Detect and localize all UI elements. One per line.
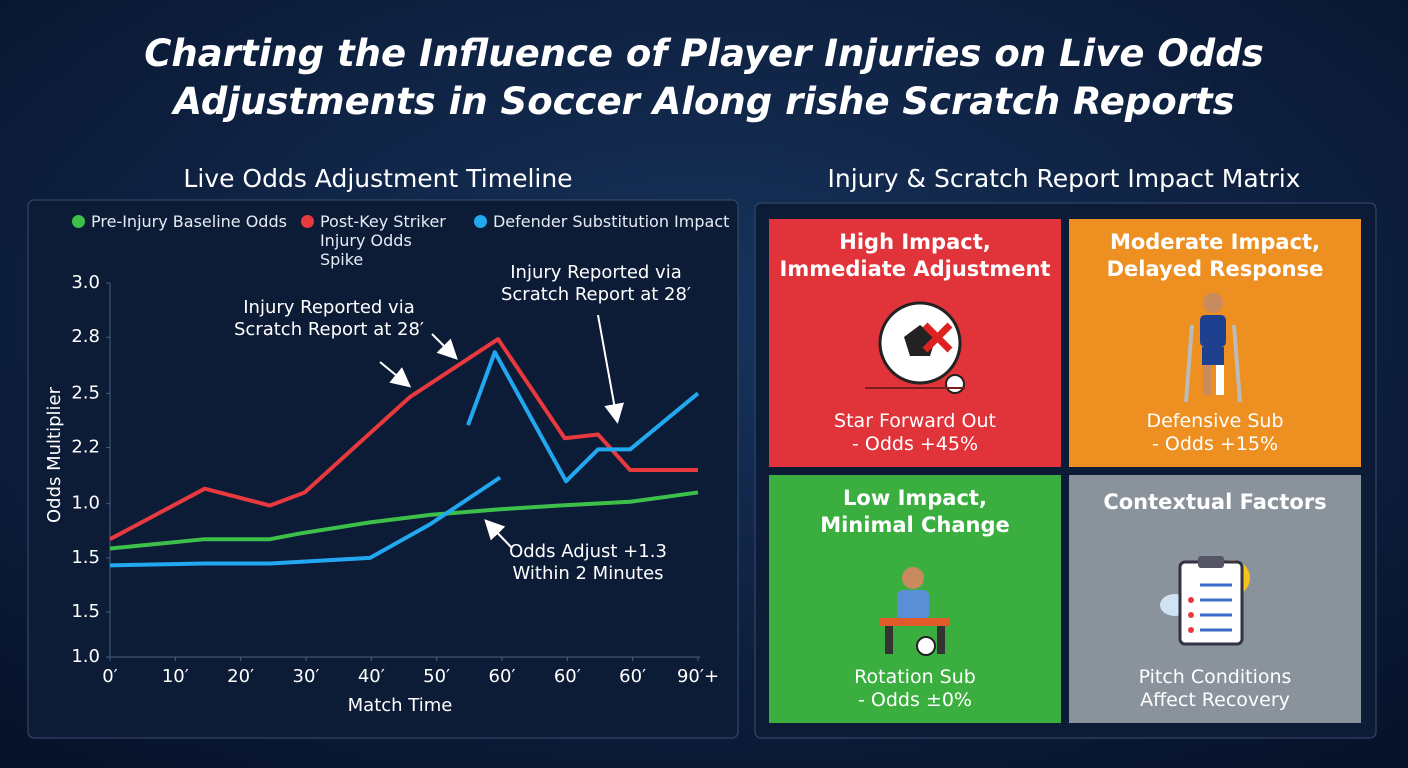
y-tick-label: 2.5 xyxy=(71,382,100,403)
y-tick-label: 2.8 xyxy=(71,326,100,347)
legend-label: Pre-Injury Baseline Odds xyxy=(91,212,287,231)
y-tick-label: 2.2 xyxy=(71,437,100,458)
cell-title: High Impact, Immediate Adjustment xyxy=(780,230,1051,281)
page-title: Charting the Influence of Player Injurie… xyxy=(144,32,1264,123)
cell-title: Contextual Factors xyxy=(1103,490,1326,514)
matrix-title: Injury & Scratch Report Impact Matrix xyxy=(828,164,1301,193)
y-tick-label: 3.0 xyxy=(71,272,100,293)
y-tick-label: 1.5 xyxy=(71,547,100,568)
cell-text-line: Star Forward Out xyxy=(834,410,996,432)
cell-title: Moderate Impact, Delayed Response xyxy=(1107,230,1324,281)
cell-text-line: Defensive Sub xyxy=(1146,410,1283,432)
x-tick-label: 20′ xyxy=(227,666,254,687)
x-tick-label: 60′ xyxy=(554,666,581,687)
cell-title-line: High Impact, xyxy=(839,230,990,254)
annotation: Injury Reported via Scratch Report at 28′ xyxy=(501,262,691,305)
cell-title-line: Moderate Impact, xyxy=(1110,230,1320,254)
cell-title-line: Delayed Response xyxy=(1107,257,1324,281)
annotation-arrows xyxy=(379,314,624,549)
arrow xyxy=(431,333,458,360)
legend: Pre-Injury Baseline Odds Post-Key Striker… xyxy=(72,212,729,269)
cell-text-line: - Odds +15% xyxy=(1152,433,1278,455)
annotation-line: Scratch Report at 28′ xyxy=(234,319,424,340)
annotation-line: Injury Reported via xyxy=(243,297,414,318)
x-tick-label: 90′+ xyxy=(677,666,719,687)
series-line xyxy=(109,337,698,541)
cell-text-line: Rotation Sub xyxy=(854,666,976,688)
cell-title: Low Impact, Minimal Change xyxy=(820,486,1010,537)
cell-text: Rotation Sub - Odds ±0% xyxy=(854,666,976,711)
chart-title: Live Odds Adjustment Timeline xyxy=(183,164,572,193)
legend-label: Defender Substitution Impact xyxy=(492,212,730,231)
y-axis-label: Odds Multiplier xyxy=(44,386,65,523)
x-tick-label: 60′ xyxy=(489,666,516,687)
arrow xyxy=(597,314,624,424)
cell-text-line: - Odds +45% xyxy=(852,433,978,455)
crutch-player-icon xyxy=(1184,293,1242,403)
arrow xyxy=(379,361,412,388)
cell-title-line: Contextual Factors xyxy=(1103,490,1326,514)
legend-swatch xyxy=(72,215,85,228)
chart-panel xyxy=(27,199,739,739)
legend-swatch xyxy=(473,215,487,228)
y-tick-label: 1.0 xyxy=(71,646,100,667)
series-line xyxy=(109,490,699,551)
annotation: Odds Adjust +1.3 Within 2 Minutes xyxy=(509,541,667,584)
annotation-line: Odds Adjust +1.3 xyxy=(509,541,667,562)
cell-text-line: Affect Recovery xyxy=(1140,689,1290,711)
y-tick-label: 1.0 xyxy=(71,493,100,514)
legend-item: Post-Key Striker Injury Odds Spike xyxy=(300,212,460,269)
x-tick-label: 10′ xyxy=(162,666,189,687)
x-tick-label: 50′ xyxy=(423,666,450,687)
x-tick-label: 30′ xyxy=(293,666,320,687)
ball-icon xyxy=(865,301,965,394)
x-axis-label: Match Time xyxy=(348,695,453,716)
legend-label: Post-Key Striker Injury Odds Spike xyxy=(319,212,446,269)
cell-title-line: Immediate Adjustment xyxy=(780,257,1051,281)
annotation-line: Within 2 Minutes xyxy=(512,563,663,584)
x-tick-label: 0′ xyxy=(102,666,118,687)
page-title-line: Adjustments in Soccer Along rishe Scratc… xyxy=(170,80,1234,123)
cell-text: Defensive Sub - Odds +15% xyxy=(1146,410,1283,455)
legend-item: Pre-Injury Baseline Odds xyxy=(72,212,287,269)
legend-item: Defender Substitution Impact xyxy=(473,212,730,269)
bench-player-icon xyxy=(880,567,950,656)
clipboard-icon xyxy=(1160,556,1250,646)
cell-text-line: Pitch Conditions xyxy=(1139,666,1292,688)
legend-swatch xyxy=(300,215,314,228)
annotation-line: Injury Reported via xyxy=(510,262,681,283)
y-tick-label: 1.5 xyxy=(71,601,100,622)
cell-text: Pitch Conditions Affect Recovery xyxy=(1139,666,1292,711)
x-tick-label: 60′ xyxy=(619,666,646,687)
arrow xyxy=(484,519,513,549)
annotation-line: Scratch Report at 28′ xyxy=(501,284,691,305)
cell-title-line: Minimal Change xyxy=(820,513,1010,537)
page-title-line: Charting the Influence of Player Injurie… xyxy=(144,32,1264,75)
cell-title-line: Low Impact, xyxy=(843,486,987,510)
annotation: Injury Reported via Scratch Report at 28′ xyxy=(234,297,424,340)
cell-text-line: - Odds ±0% xyxy=(858,689,972,711)
series-line xyxy=(109,350,700,568)
x-tick-label: 40′ xyxy=(358,666,385,687)
cell-text: Star Forward Out - Odds +45% xyxy=(834,410,996,455)
